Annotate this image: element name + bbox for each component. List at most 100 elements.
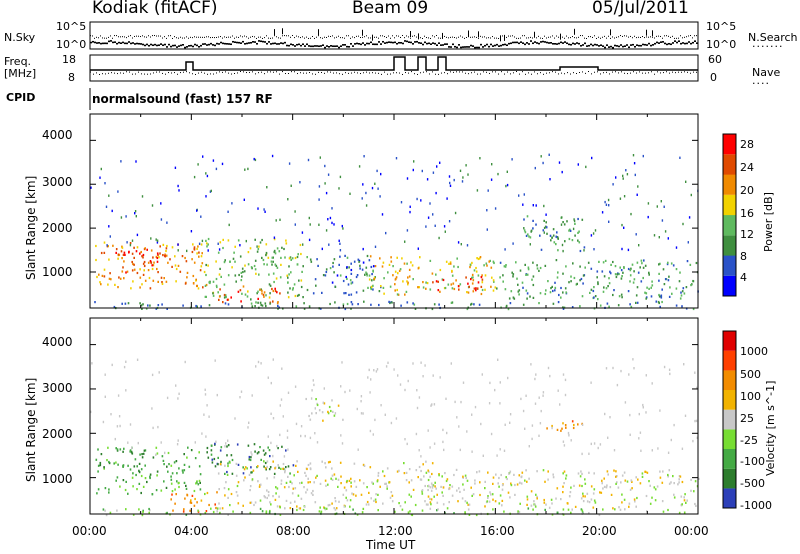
- power-cell: [470, 302, 473, 305]
- nsearch-point: [108, 36, 109, 38]
- nsearch-point: [582, 35, 583, 37]
- nave-point: [594, 71, 595, 73]
- nsearch-point: [614, 37, 615, 39]
- nsky-spike: [282, 28, 283, 35]
- power-cell: [476, 257, 478, 260]
- nsky-point: [386, 41, 388, 44]
- power-cell: [239, 244, 241, 247]
- nsearch-point: [360, 37, 361, 39]
- power-cell: [381, 265, 384, 268]
- velocity-cell: [372, 433, 374, 436]
- power-cell: [268, 283, 271, 286]
- velocity-cell: [265, 510, 268, 513]
- freq-line: [90, 56, 698, 71]
- velocity-cell: [433, 495, 435, 498]
- nsky-point: [282, 42, 284, 45]
- velocity-cell: [633, 367, 635, 370]
- velocity-cell: [679, 475, 682, 478]
- velocity-cell: [526, 498, 529, 501]
- velocity-cell: [181, 469, 184, 472]
- power-cell: [363, 155, 365, 158]
- nsearch-point: [462, 36, 463, 38]
- nsearch-point: [490, 37, 491, 39]
- power-cell: [505, 184, 507, 188]
- power-cell: [368, 274, 371, 277]
- velocity-cell: [330, 409, 332, 413]
- power-cell: [309, 223, 311, 226]
- nsearch-point: [522, 35, 523, 37]
- nave-point: [606, 71, 607, 73]
- nsearch-point: [532, 37, 533, 39]
- nsky-point: [240, 42, 242, 44]
- cpid-value: normalsound (fast) 157 RF: [92, 92, 273, 106]
- nave-point: [222, 71, 223, 73]
- nsky-point: [538, 42, 540, 45]
- velocity-cell: [219, 507, 221, 510]
- nsearch-point: [342, 37, 343, 39]
- nave-point: [633, 71, 634, 73]
- power-cell: [371, 279, 373, 282]
- velocity-cell: [224, 494, 226, 497]
- velocity-cell: [614, 508, 616, 511]
- velocity-cell: [263, 460, 265, 463]
- nsky-point: [484, 44, 486, 47]
- power-cell: [362, 289, 365, 292]
- velocity-cell: [645, 411, 647, 414]
- nsky-point: [118, 41, 120, 44]
- nsearch-point: [254, 36, 255, 38]
- nsky-point: [388, 41, 390, 43]
- velocity-cell: [540, 409, 542, 413]
- power-cell: [522, 303, 525, 306]
- velocity-cell: [270, 412, 272, 415]
- power-cell: [625, 169, 627, 172]
- velocity-cell: [300, 497, 303, 500]
- power-cell: [365, 266, 368, 269]
- power-cell: [504, 288, 507, 291]
- velocity-cell: [123, 447, 125, 450]
- power-cell: [522, 286, 524, 289]
- nsearch-point: [230, 36, 231, 38]
- velocity-cell: [404, 388, 406, 392]
- nsearch-point: [168, 35, 169, 37]
- nsky-point: [108, 40, 110, 43]
- nsky-point: [304, 45, 306, 47]
- nave-point: [627, 73, 628, 75]
- power-cell: [479, 157, 481, 160]
- power-cell: [492, 279, 495, 282]
- velocity-cell: [573, 484, 575, 487]
- nsky-point: [496, 43, 498, 46]
- velocity-cell: [505, 476, 507, 479]
- nsearch-point: [422, 37, 423, 39]
- nsearch-point: [280, 37, 281, 39]
- nsky-spike: [646, 29, 647, 36]
- power-cell: [117, 257, 119, 260]
- power-cell: [554, 289, 556, 292]
- nsky-point: [492, 45, 494, 47]
- power-cell: [505, 264, 507, 267]
- power-cell: [277, 304, 279, 307]
- nsearch-point: [618, 36, 619, 38]
- power-cell: [339, 274, 342, 277]
- nsky-point: [488, 45, 490, 48]
- power-cell: [550, 239, 552, 242]
- velocity-cell: [219, 463, 222, 466]
- velocity-cell: [217, 463, 219, 466]
- nsky-point: [148, 44, 150, 47]
- velocity-cell: [96, 492, 98, 495]
- velocity-cell: [662, 510, 665, 513]
- velocity-colorbar-swatch: [723, 390, 736, 410]
- velocity-cell: [104, 373, 106, 376]
- velocity-cell: [427, 488, 429, 492]
- power-cell: [543, 219, 545, 222]
- power-cell: [276, 266, 279, 269]
- power-colorbar-swatch: [723, 275, 736, 297]
- power-cell: [218, 248, 221, 251]
- velocity-cell: [670, 481, 672, 484]
- power-cell: [406, 280, 408, 283]
- power-cell: [193, 248, 196, 251]
- power-cell: [543, 226, 546, 229]
- velocity-cell: [461, 497, 464, 500]
- nsearch-point: [320, 37, 321, 39]
- power-cell: [261, 238, 263, 242]
